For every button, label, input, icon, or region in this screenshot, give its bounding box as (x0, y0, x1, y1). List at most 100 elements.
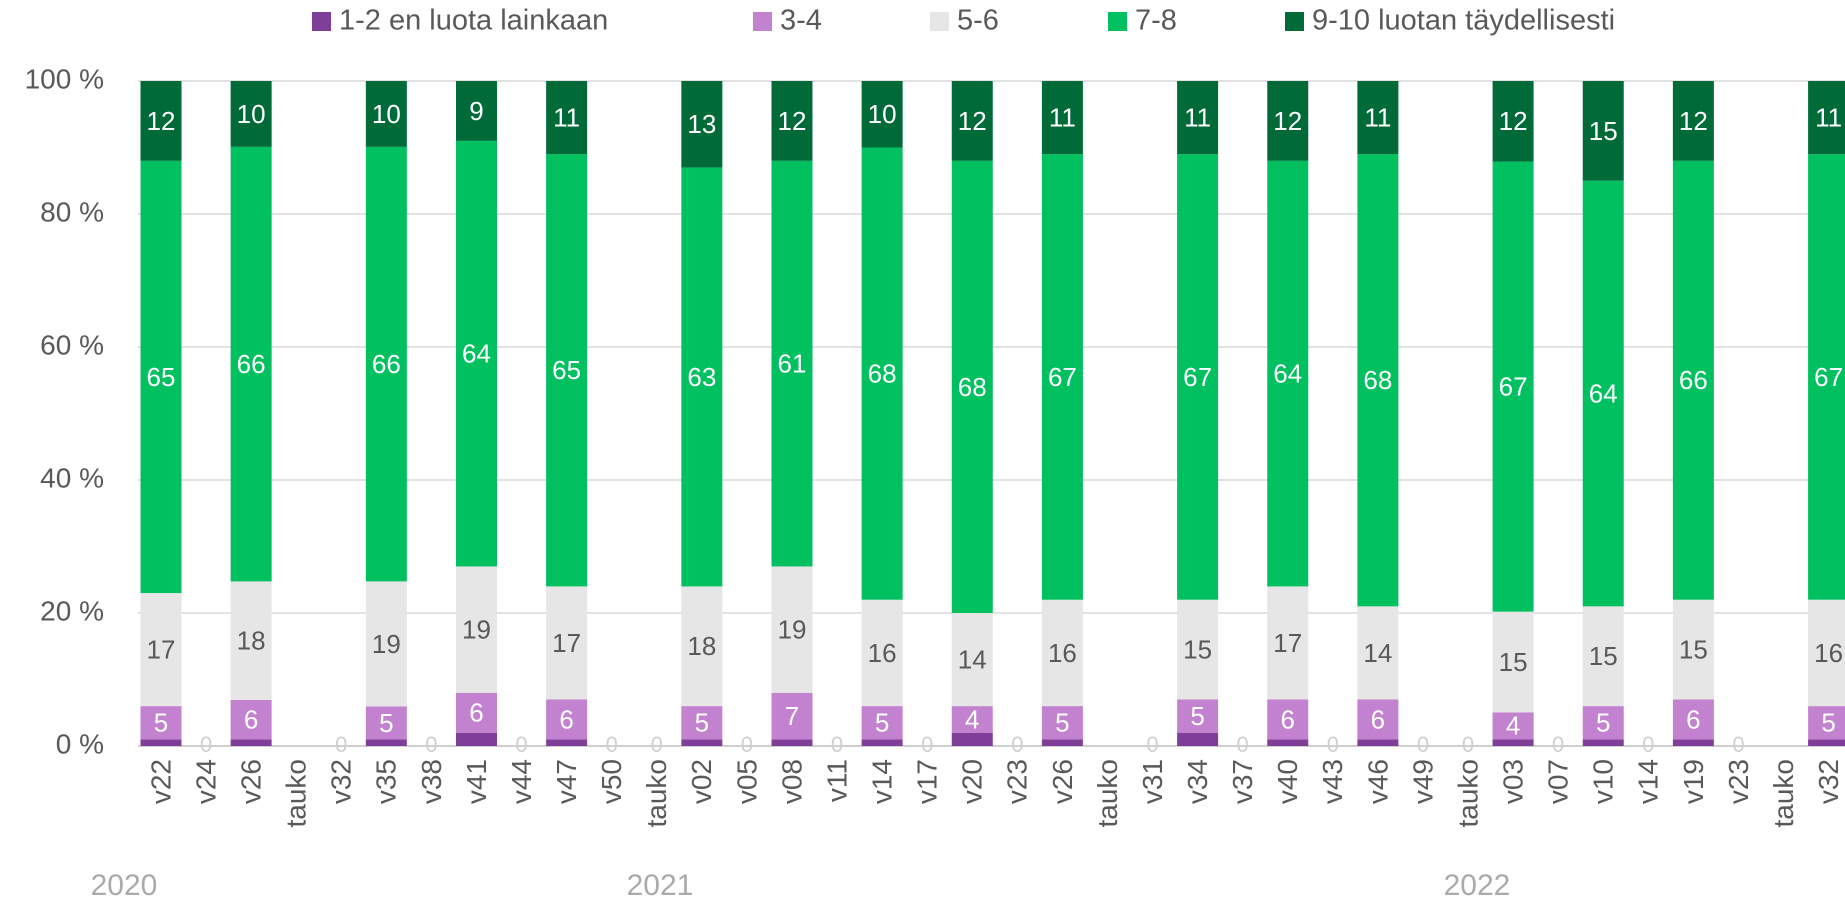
bar-segment (771, 81, 813, 161)
bar-segment (1357, 606, 1399, 700)
x-tick-label: v02 (686, 759, 717, 804)
bar-segment (365, 81, 407, 147)
data-label: 0 (1732, 732, 1744, 757)
bar-segment (1492, 739, 1534, 746)
data-label: 5 (379, 708, 393, 738)
data-label: 5 (1821, 708, 1835, 738)
data-label: 15 (1499, 647, 1528, 677)
data-label: 0 (1237, 732, 1249, 757)
data-label: 68 (1363, 365, 1392, 395)
data-label: 68 (868, 358, 897, 388)
data-label: 0 (1417, 732, 1429, 757)
data-label: 10 (237, 99, 266, 129)
bar-segment (771, 739, 813, 746)
x-tick-label: v14 (867, 759, 898, 804)
data-label: 14 (1363, 638, 1392, 668)
bar-segment (861, 706, 903, 740)
data-label: 63 (687, 362, 716, 392)
x-tick-label: v20 (957, 759, 988, 804)
x-tick-label: v23 (1723, 759, 1754, 804)
bar-segment (1492, 161, 1534, 612)
data-label: 17 (147, 634, 176, 664)
bar-segment (546, 81, 588, 155)
bar-segment (1582, 706, 1624, 740)
data-label: 16 (1814, 638, 1843, 668)
data-label: 18 (237, 626, 266, 656)
data-label: 9 (469, 96, 483, 126)
bar-segment (1177, 599, 1219, 700)
bar-segment (546, 699, 588, 740)
data-label: 0 (1011, 732, 1023, 757)
bar-segment (1267, 160, 1309, 587)
bar-segment (230, 699, 272, 740)
bar-segment (1492, 81, 1534, 162)
data-label: 68 (958, 372, 987, 402)
data-label: 0 (200, 732, 212, 757)
bar-segment (1582, 180, 1624, 607)
bar-segment (455, 81, 497, 141)
data-label: 0 (425, 732, 437, 757)
data-label: 0 (1462, 732, 1474, 757)
x-tick-label: v49 (1407, 759, 1438, 804)
x-tick-label: v43 (1317, 759, 1348, 804)
bar-segment (1808, 599, 1845, 707)
bar-segment (1267, 699, 1309, 740)
data-label: 67 (1499, 372, 1528, 402)
data-label: 12 (1679, 106, 1708, 136)
data-label: 15 (1589, 641, 1618, 671)
bar-segment (1582, 739, 1624, 746)
data-label: 7 (785, 701, 799, 731)
data-label: 0 (335, 732, 347, 757)
data-label: 10 (868, 99, 897, 129)
x-tick-label: v05 (731, 759, 762, 804)
bar-segment (951, 160, 993, 614)
data-label: 67 (1814, 362, 1843, 392)
data-label: 6 (1281, 704, 1295, 734)
bar-segment (1492, 611, 1534, 713)
data-label: 11 (1364, 102, 1391, 132)
bar-segment (861, 739, 903, 746)
legend-label: 9-10 luotan täydellisesti (1312, 5, 1615, 37)
data-label: 6 (1686, 704, 1700, 734)
bar-segment (140, 81, 182, 161)
y-tick-label: 40 % (40, 462, 104, 493)
x-tick-label: tauko (1768, 759, 1799, 828)
bar-segment (951, 81, 993, 161)
data-label: 64 (1589, 378, 1618, 408)
x-tick-label: v37 (1227, 759, 1258, 804)
bar-segment (951, 706, 993, 733)
bar-segment (1672, 739, 1714, 746)
x-tick-label: v17 (912, 759, 943, 804)
x-tick-label: v03 (1497, 759, 1528, 804)
data-label: 17 (1273, 628, 1302, 658)
bar-segment (140, 593, 182, 707)
y-tick-label: 100 % (25, 63, 104, 94)
bar-segment (771, 692, 813, 740)
bar-segment (1267, 586, 1309, 700)
data-label: 67 (1183, 362, 1212, 392)
bar-segment (1041, 706, 1083, 740)
x-tick-label: v10 (1588, 759, 1619, 804)
year-label: 2020 (91, 869, 158, 902)
bar-segment (365, 581, 407, 707)
bar-segment (230, 81, 272, 147)
bar-segment (1492, 712, 1534, 740)
bar-segment (771, 566, 813, 693)
bar-segment (546, 154, 588, 587)
data-label: 0 (1146, 732, 1158, 757)
data-label: 5 (154, 708, 168, 738)
x-tick-label: tauko (1452, 759, 1483, 828)
x-tick-label: tauko (1092, 759, 1123, 828)
x-tick-label: v47 (551, 759, 582, 804)
data-label: 0 (651, 732, 663, 757)
year-label: 2021 (627, 869, 694, 902)
y-tick-label: 60 % (40, 329, 104, 360)
bar-segment (1672, 599, 1714, 700)
bar-segment (861, 599, 903, 707)
bar-segment (1267, 81, 1309, 161)
bar-segment (681, 706, 723, 740)
legend-label: 7-8 (1135, 5, 1177, 37)
bar-segment (365, 146, 407, 582)
bar-segment (1041, 154, 1083, 600)
